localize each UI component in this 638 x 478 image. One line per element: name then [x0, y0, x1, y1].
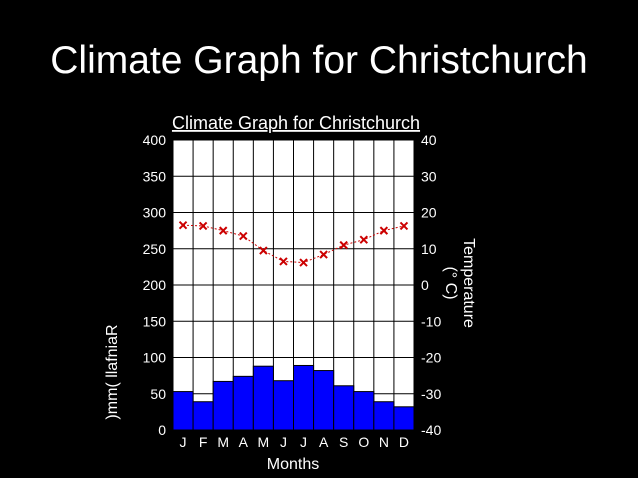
x-tick-label: J: [280, 434, 287, 450]
y-tick-label: 50: [150, 386, 166, 402]
temperature-marker-stroke: [259, 246, 268, 255]
y2-tick-label: -30: [421, 386, 441, 402]
y-tick-label: 150: [143, 313, 167, 329]
rainfall-bar: [252, 365, 274, 431]
right-axis-ticks: -40 -30 -20 -10 0 10 20 30 40: [421, 132, 441, 438]
rainfall-bar: [293, 364, 315, 431]
temperature-marker-stroke: [299, 258, 308, 267]
x-tick-label: O: [358, 434, 369, 450]
temperature-point: [299, 258, 308, 267]
y2-axis-label: Temperature: [460, 238, 477, 328]
x-tick-label: D: [399, 434, 409, 450]
temperature-marker-stroke: [279, 257, 288, 266]
temperature-marker-stroke: [219, 226, 228, 235]
y2-tick-label: 20: [421, 205, 437, 221]
temperature-marker-stroke: [339, 240, 348, 250]
rainfall-bar: [373, 401, 395, 431]
temperature-marker-stroke: [399, 221, 409, 231]
rainfall-bar: [353, 391, 375, 431]
y-tick-label: 0: [158, 422, 166, 438]
temperature-point: [359, 235, 368, 244]
temperature-point: [279, 257, 288, 266]
temperature-point: [219, 226, 228, 235]
y2-tick-label: -10: [421, 313, 441, 329]
temperature-marker-stroke: [198, 221, 208, 231]
y-tick-label: 300: [143, 205, 167, 221]
temperature-point: [239, 231, 248, 241]
y-tick-label: 100: [143, 350, 167, 366]
rainfall-bar: [333, 385, 355, 431]
temperature-point: [379, 226, 389, 235]
y2-tick-label: -20: [421, 350, 441, 366]
y2-tick-label: -40: [421, 422, 441, 438]
temperature-marker-stroke: [319, 250, 328, 259]
x-tick-label: A: [239, 434, 249, 450]
temperature-point: [399, 221, 409, 231]
y-tick-label: 400: [143, 132, 167, 148]
rainfall-bar: [192, 401, 214, 431]
y-tick-label: 350: [143, 168, 167, 184]
temperature-marker-stroke: [239, 231, 248, 241]
temperature-line-path: [183, 224, 405, 264]
x-tick-label: F: [199, 434, 208, 450]
rainfall-bar: [272, 380, 294, 431]
y2-tick-label: 40: [421, 132, 437, 148]
x-tick-label: A: [319, 434, 329, 450]
y-tick-label: 250: [143, 241, 167, 257]
y-axis-label: )mm( llafniaR: [104, 324, 121, 419]
rainfall-bar: [232, 375, 254, 431]
x-tick-label: S: [339, 434, 348, 450]
x-tick-label: J: [180, 434, 187, 450]
y-tick-label: 200: [143, 277, 167, 293]
rainfall-bar: [172, 391, 194, 431]
y2-tick-label: 30: [421, 168, 437, 184]
temperature-point: [319, 250, 328, 259]
temperature-line: [178, 220, 409, 267]
chart-title: Climate Graph for Christchurch: [172, 113, 420, 133]
x-axis-label: Months: [267, 456, 319, 473]
temperature-marker-stroke: [359, 235, 368, 244]
temperature-marker-stroke: [178, 220, 188, 230]
y2-tick-label: 0: [421, 277, 429, 293]
temperature-point: [178, 220, 188, 230]
left-axis-ticks: 0 50 100 150 200 250 300 350 400: [143, 132, 167, 438]
x-tick-label: J: [300, 434, 307, 450]
temperature-marker-stroke: [379, 226, 389, 235]
x-tick-label: M: [258, 434, 270, 450]
temperature-point: [339, 240, 348, 250]
x-tick-label: N: [379, 434, 389, 450]
rainfall-bar: [313, 370, 335, 431]
y2-tick-label: 10: [421, 241, 437, 257]
x-tick-label: M: [217, 434, 229, 450]
rainfall-bar: [212, 380, 234, 431]
slide-title: Climate Graph for Christchurch: [50, 39, 588, 82]
y2-axis-unit: (° C): [442, 266, 459, 299]
rainfall-bars: [172, 364, 415, 431]
rainfall-bar: [393, 406, 415, 431]
temperature-point: [259, 246, 268, 255]
temperature-point: [198, 221, 208, 231]
